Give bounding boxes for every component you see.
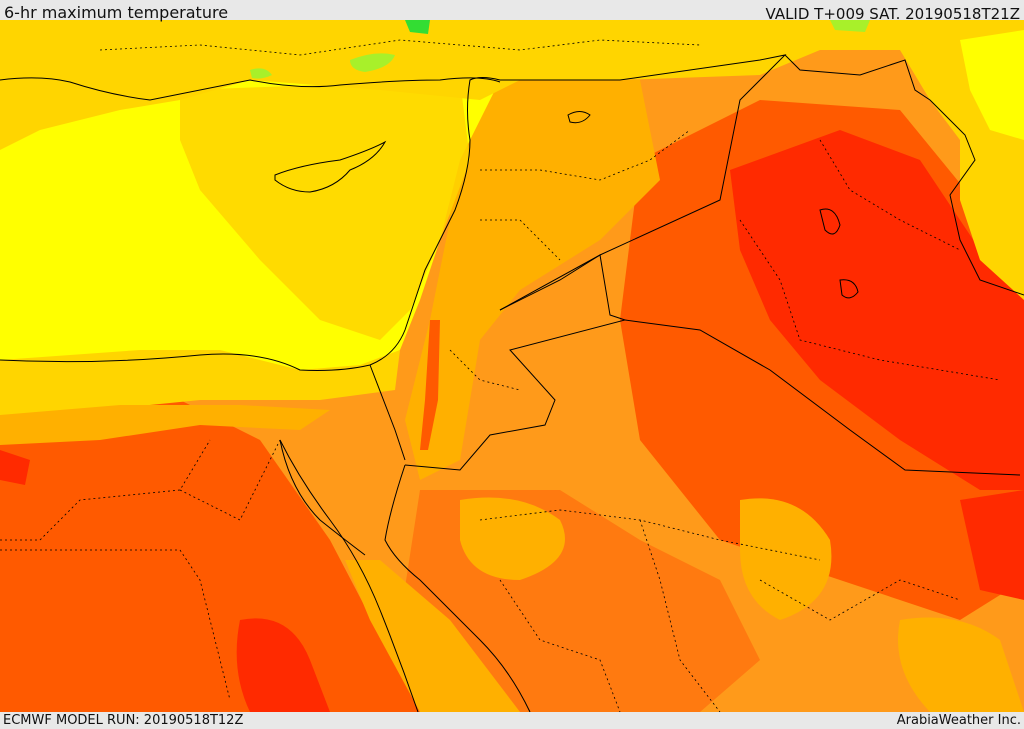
south-amber-blob	[898, 617, 1024, 712]
gulf-of-suez	[279, 439, 366, 556]
lake-assad	[567, 111, 591, 124]
arabia-amber-blobs	[460, 497, 565, 580]
gulf-red-zone	[960, 490, 1024, 600]
border-saudi-iraq	[624, 319, 1021, 476]
cyprus-outline	[274, 140, 387, 193]
dotted-syria-2	[480, 219, 561, 261]
country-borders	[0, 54, 1024, 712]
cyprus-gold-patch	[180, 80, 470, 340]
cool-spot-turkey-1	[350, 53, 395, 72]
levant-amber-band	[405, 80, 660, 480]
turkey-gold	[0, 20, 1024, 150]
dotted-iraq-2	[819, 139, 961, 251]
valid-time-label: VALID T+009 SAT. 20190518T21Z	[765, 5, 1020, 23]
dotted-syria-1	[480, 129, 691, 181]
zagros-yellow	[960, 30, 1024, 140]
border-iraq-iran	[784, 54, 1024, 296]
iraq-red-zone	[730, 130, 1024, 490]
dotted-saudi-3	[759, 579, 961, 621]
cool-spot-turkey-4	[830, 20, 870, 32]
dotted-saudi-4	[499, 579, 621, 712]
coastline-levant	[0, 77, 501, 371]
cool-spot-turkey-2	[405, 20, 430, 34]
red-sea-coast-west	[279, 439, 419, 712]
cool-spot-turkey-3	[250, 68, 272, 79]
red-sea-coast-east	[384, 464, 531, 712]
hejaz-amber-blob	[740, 498, 832, 620]
product-title: 6-hr maximum temperature	[4, 3, 229, 22]
egypt-red-pocket	[0, 450, 30, 485]
red-sea-amber	[345, 560, 520, 712]
border-jordan-saudi	[404, 254, 627, 471]
dotted-saudi-2	[639, 519, 721, 712]
temperature-map-svg	[0, 20, 1024, 712]
dotted-iraq-1	[739, 219, 1001, 381]
map-header: 6-hr maximum temperature VALID T+009 SAT…	[0, 0, 1024, 23]
egypt-hot-zone	[0, 380, 420, 712]
map-footer: ECMWF MODEL RUN: 20190518T12Z ArabiaWeat…	[0, 712, 1024, 729]
coastline-turkey	[0, 77, 501, 101]
model-run-label: ECMWF MODEL RUN: 20190518T12Z	[3, 713, 244, 728]
border-egypt-israel	[369, 364, 406, 461]
dotted-egypt-1	[0, 439, 211, 541]
lake-tharthar	[819, 208, 841, 235]
dotted-turkey-1	[99, 39, 701, 56]
coastal-amber-strip	[0, 405, 330, 445]
sudan-red-pocket	[236, 618, 330, 712]
jordan-valley-red	[420, 320, 440, 450]
province-borders	[0, 39, 1001, 712]
lake-razaza	[839, 279, 859, 299]
coastal-gold-strip	[0, 350, 400, 420]
border-syria-iraq	[499, 54, 787, 311]
dotted-egypt-2	[0, 549, 231, 701]
credit-label: ArabiaWeather Inc.	[896, 713, 1021, 728]
temperature-map[interactable]	[0, 20, 1024, 712]
